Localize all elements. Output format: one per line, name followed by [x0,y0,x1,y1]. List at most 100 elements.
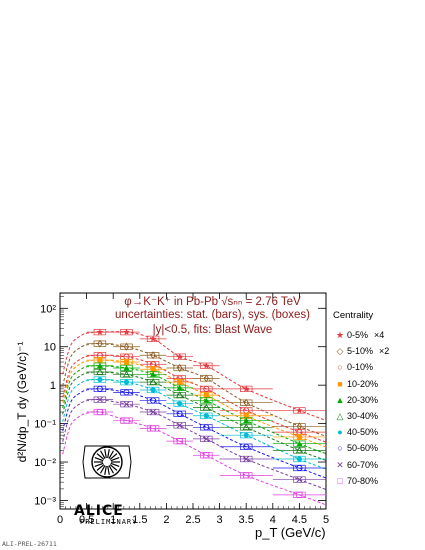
legend-label: 5-10% [347,346,374,357]
legend-marker: △ [336,411,344,422]
legend-marker: ■ [337,378,343,389]
point-40-50% [150,387,156,393]
point-20-30% [296,440,303,447]
point-30-40% [295,446,304,454]
point-20-30% [243,417,250,423]
point-10-20% [177,379,183,385]
point-10-20% [97,357,103,363]
point-40-50% [203,413,209,419]
point-30-40% [175,391,184,398]
figure-id: ALI-PREL-26711 [2,540,57,548]
legend-scale-factor: ×4 [374,330,385,341]
point-0-10% [203,385,210,392]
legend-label: 0-10% [347,362,374,373]
point-60-70% [296,476,303,483]
alice-logo-text: ALICE [74,503,124,519]
point-70-80% [203,452,210,459]
point-5-10% [150,351,156,360]
point-0-5% [149,335,157,342]
legend-label: 0-5% [347,330,369,341]
alice-logo-ray [107,449,110,459]
x-tick-label: 4 [270,514,276,526]
point-0-5% [242,385,250,392]
alice-logo-ray [108,465,115,474]
point-30-40% [96,368,104,375]
point-40-50% [243,432,249,438]
point-50-60% [123,389,130,396]
point-30-40% [202,403,211,411]
point-70-80% [123,417,130,424]
point-50-60% [203,424,210,431]
alice-logo-icon [91,446,123,478]
x-axis-label: p_T (GeV/c) [255,525,326,540]
y-tick-label: 10⁻³ [34,495,56,507]
chart-title-line3: |y|<0.5, fits: Blast Wave [152,324,273,336]
legend-label: 20-30% [347,394,379,405]
point-10-20% [243,413,249,419]
legend-label: 30-40% [347,411,379,422]
chart-title-line2: uncertainties: stat. (bars), sys. (boxes… [115,309,310,321]
legend-item: ○ 0-10% [333,359,389,375]
legend-item: ★ 0-5% ×4 [333,327,389,343]
alice-logo-ray [104,449,107,459]
alice-logo-ray [110,462,120,468]
point-5-10% [123,342,130,351]
x-tick-label: 4.5 [292,514,307,526]
legend-title: Centrality [333,310,374,321]
point-0-5% [296,407,303,414]
x-tick-label: 2.5 [185,514,200,526]
x-tick-label: 2 [163,514,169,526]
fit-curve-0-5% [62,331,327,421]
alice-logo-ray [109,464,118,471]
y-axis-label: d²N/dp_T dy (GeV/c)⁻¹ [15,341,29,463]
point-30-40% [242,423,250,431]
point-50-60% [150,397,157,404]
alice-logo-ray [99,450,106,459]
fit-curve-20-30% [62,365,327,455]
legend-scale-factor: ×2 [379,346,390,357]
point-40-50% [296,456,302,462]
point-50-60% [176,410,183,417]
point-20-30% [203,397,210,403]
x-tick-label: 3 [217,514,223,526]
alice-logo-ray [94,456,104,462]
point-0-5% [123,328,130,335]
point-60-70% [123,401,130,408]
alice-logo-ray [94,462,104,468]
alice-logo-ray [96,453,105,460]
legend-label: 70-80% [347,475,379,486]
point-5-10% [176,363,183,372]
x-tick-label: 1.5 [132,514,147,526]
point-5-10% [203,374,210,383]
legend-label: 10-20% [347,378,379,389]
point-20-30% [150,371,157,377]
legend-item: ■ 10-20% [333,376,389,392]
point-70-80% [176,438,183,445]
point-60-70% [96,396,103,403]
legend-label: 60-70% [347,459,379,470]
point-20-30% [176,384,183,391]
legend-item: ◇ 5-10% ×2 [333,343,390,359]
point-30-40% [149,378,157,385]
point-5-10% [243,398,249,407]
fit-curve-70-80% [62,411,327,506]
fit-curve-0-10% [62,354,327,443]
legend-marker: ○ [337,362,343,373]
legend-item: ○ 50-60% [333,440,389,456]
legend-item: ▲ 20-30% [333,392,389,408]
point-70-80% [243,472,250,479]
point-20-30% [96,362,103,369]
point-60-70% [203,435,210,442]
point-70-80% [96,408,103,416]
y-tick-label: 1 [50,380,56,392]
x-tick-label: 3.5 [239,514,254,526]
point-40-50% [177,401,183,407]
point-70-80% [296,491,303,498]
legend-item: △ 30-40% [333,408,389,424]
y-tick-label: 10² [40,303,56,315]
point-10-20% [203,392,209,398]
legend-label: 50-60% [347,443,379,454]
legend-marker: ▲ [335,394,345,405]
x-tick-label: 0 [57,514,63,526]
alice-logo-ray [110,456,120,462]
